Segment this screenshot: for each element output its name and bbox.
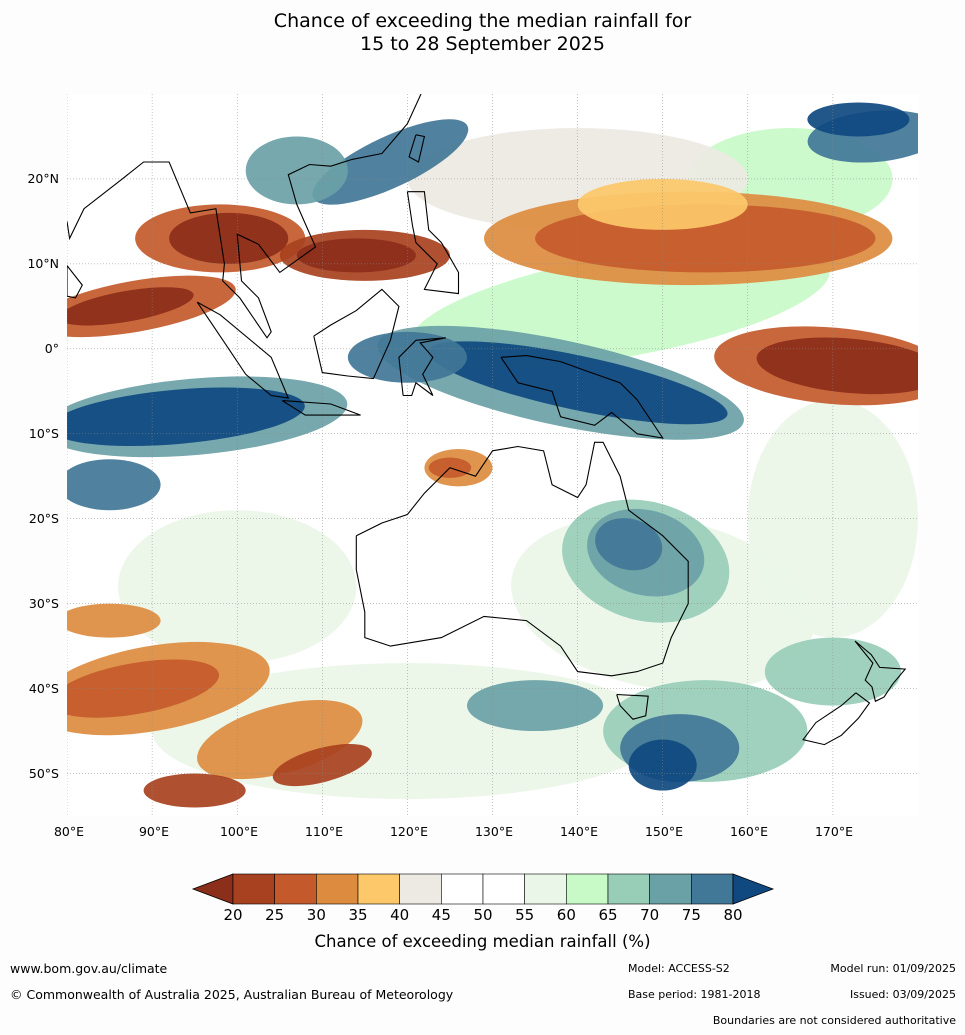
- colorbar-label: Chance of exceeding median rainfall (%): [314, 932, 651, 951]
- lon-label-90e: 90°E: [138, 824, 170, 839]
- probability-patch: [272, 743, 372, 787]
- australia-coastline: [355, 441, 689, 677]
- lat-label-equator: 0°: [44, 341, 59, 356]
- probability-patch: [67, 603, 161, 638]
- lon-label-100e: 100°E: [219, 824, 258, 839]
- taiwan-coastline: [408, 134, 426, 163]
- probability-patch: [764, 637, 901, 706]
- colorbar-tick-label: 20: [223, 906, 243, 924]
- issued-date: Issued: 03/09/2025: [849, 988, 956, 1001]
- bom-url: www.bom.gov.au/climate: [10, 961, 168, 976]
- colorbar-arrow-low: [191, 873, 234, 905]
- colorbar-tick-label: 70: [640, 906, 660, 924]
- probability-patch: [143, 773, 246, 808]
- probability-patch: [312, 119, 469, 205]
- colorbar-swatch: [399, 873, 442, 905]
- colorbar-tick-label: 75: [681, 906, 701, 924]
- colorbar-swatch: [691, 873, 734, 905]
- graticule-layer: [67, 94, 918, 816]
- probability-patch: [756, 337, 918, 395]
- probability-patch: [628, 739, 697, 791]
- mainland-asia-coastline: [67, 94, 422, 339]
- colorbar-tick-label: 40: [390, 906, 410, 924]
- colorbar-tick-label: 50: [473, 906, 493, 924]
- title-line-1: Chance of exceeding the median rainfall …: [273, 10, 692, 32]
- lat-label-10s: 10°S: [28, 426, 59, 441]
- model-name: Model: ACCESS-S2: [628, 962, 730, 975]
- copyright-notice: © Commonwealth of Australia 2025, Austra…: [10, 987, 454, 1002]
- colorbar-tick-label: 65: [598, 906, 618, 924]
- probability-patch: [67, 287, 194, 326]
- colorbar-swatch: [482, 873, 525, 905]
- lat-label-30s: 30°S: [28, 596, 59, 611]
- colorbar-swatch: [232, 873, 275, 905]
- probability-patch: [595, 518, 663, 571]
- java-coastline: [282, 400, 361, 416]
- lon-label-130e: 130°E: [474, 824, 513, 839]
- new-zealand-north-coastline: [854, 640, 907, 703]
- model-run-date: Model run: 01/09/2025: [830, 962, 956, 975]
- lat-label-10n: 10°N: [27, 256, 59, 271]
- lon-label-120e: 120°E: [389, 824, 428, 839]
- colorbar-tick-label: 80: [723, 906, 743, 924]
- probability-patch: [466, 680, 604, 732]
- lon-label-170e: 170°E: [814, 824, 853, 839]
- new-guinea-coastline: [500, 355, 664, 439]
- title-line-2: 15 to 28 September 2025: [360, 33, 605, 55]
- probability-patch: [169, 212, 289, 264]
- lon-label-110e: 110°E: [304, 824, 343, 839]
- probability-patch: [67, 387, 305, 447]
- base-period: Base period: 1981-2018: [628, 988, 761, 1001]
- colorbar-swatches: [191, 873, 775, 905]
- colorbar-tick-label: 30: [306, 906, 326, 924]
- lon-label-150e: 150°E: [644, 824, 683, 839]
- philippines-coastline: [406, 191, 460, 295]
- sumatra-coastline: [196, 301, 290, 399]
- colorbar-swatch: [607, 873, 650, 905]
- probability-patch: [67, 659, 220, 718]
- colorbar-tick-label: 45: [431, 906, 451, 924]
- probability-patch: [347, 331, 467, 383]
- colorbar-swatch: [649, 873, 692, 905]
- probability-patch: [807, 102, 910, 137]
- map-title: Chance of exceeding the median rainfall …: [0, 10, 965, 56]
- probability-patch: [296, 238, 416, 273]
- lon-label-140e: 140°E: [559, 824, 598, 839]
- coastline-layer: [67, 94, 907, 746]
- colorbar-swatch: [357, 873, 400, 905]
- colorbar: [191, 873, 775, 905]
- rainfall-map: [67, 94, 918, 816]
- lat-label-20s: 20°S: [28, 511, 59, 526]
- colorbar-swatch: [524, 873, 567, 905]
- boundary-disclaimer: Boundaries are not considered authoritat…: [712, 1014, 956, 1027]
- colorbar-arrow-high: [732, 873, 775, 905]
- colorbar-swatch: [441, 873, 484, 905]
- colorbar-swatch: [566, 873, 609, 905]
- sulawesi-coastline: [398, 337, 446, 397]
- lat-label-40s: 40°S: [28, 681, 59, 696]
- lon-label-80e: 80°E: [53, 824, 85, 839]
- lat-label-20n: 20°N: [27, 171, 59, 186]
- lon-label-160e: 160°E: [729, 824, 768, 839]
- colorbar-swatch: [316, 873, 359, 905]
- colorbar-swatch: [274, 873, 317, 905]
- tasmania-coastline: [616, 693, 649, 720]
- colorbar-tick-label: 60: [556, 906, 576, 924]
- colorbar-tick-label: 25: [265, 906, 285, 924]
- map-canvas: [67, 94, 918, 816]
- lat-label-50s: 50°S: [28, 766, 59, 781]
- colorbar-tick-label: 55: [515, 906, 535, 924]
- borneo-coastline: [313, 288, 400, 380]
- probability-patch: [67, 459, 161, 511]
- sri-lanka-coastline: [67, 265, 83, 299]
- colorbar-tick-label: 35: [348, 906, 368, 924]
- probability-patch: [577, 178, 748, 230]
- new-zealand-south-coastline: [802, 692, 871, 746]
